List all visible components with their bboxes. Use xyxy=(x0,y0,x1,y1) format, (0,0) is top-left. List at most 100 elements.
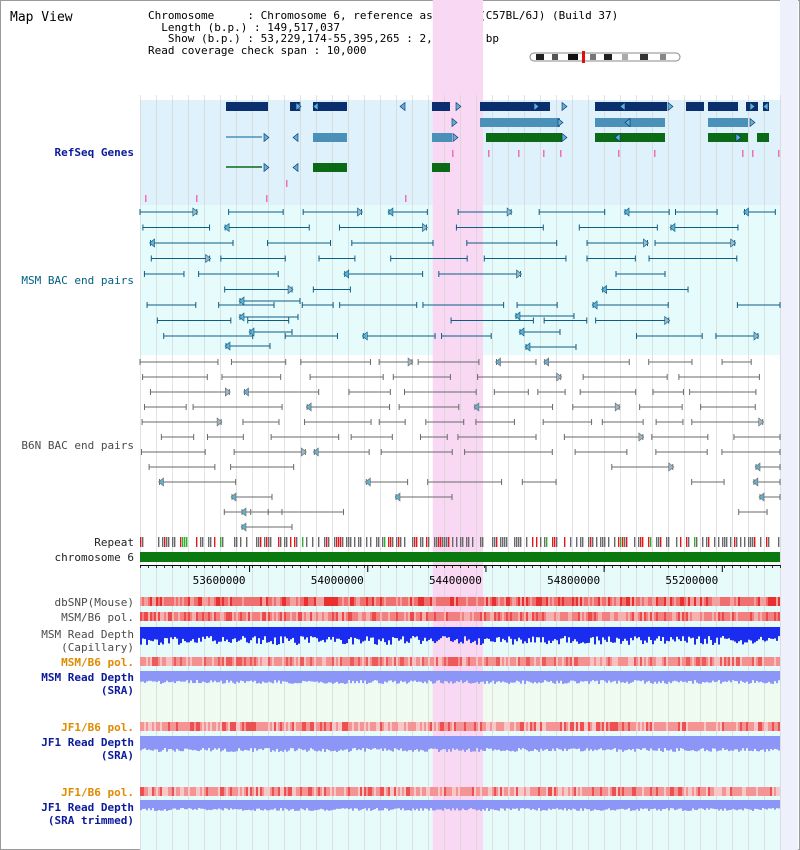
jf1-depth-sra-bar xyxy=(382,736,384,752)
jf1-depth-sra-bar xyxy=(524,736,526,750)
dbsnp-heat xyxy=(462,597,464,606)
jf1-b6-pol-heat xyxy=(180,722,182,731)
msm-b6-pol-heat xyxy=(644,612,646,621)
msm-depth-sra-bar xyxy=(370,671,372,683)
msm-b6-pol-sra-heat xyxy=(694,657,696,666)
jf1-b6-pol-trim-heat xyxy=(594,787,596,796)
repeat-mark xyxy=(306,537,308,547)
msm-b6-pol-sra-heat xyxy=(202,657,204,666)
jf1-b6-pol-heat xyxy=(262,722,264,731)
jf1-b6-pol-heat xyxy=(756,722,758,731)
msm-depth-sra-bar xyxy=(242,671,244,682)
refseq-tick xyxy=(266,195,268,202)
msm-depth-capillary-bar xyxy=(702,627,704,645)
msm-b6-pol-heat xyxy=(264,612,266,621)
dbsnp-heat xyxy=(758,597,760,606)
jf1-depth-sra-bar xyxy=(366,736,368,749)
dbsnp-heat xyxy=(716,597,718,606)
msm-b6-pol-heat xyxy=(622,612,624,621)
msm-depth-capillary-bar xyxy=(748,627,750,640)
dbsnp-heat xyxy=(614,597,616,606)
dbsnp-heat xyxy=(240,597,242,606)
msm-b6-pol-heat xyxy=(444,612,446,621)
msm-b6-pol-sra-heat xyxy=(610,657,612,666)
msm-b6-pol-sra-heat xyxy=(544,657,546,666)
jf1-b6-pol-trim-heat xyxy=(240,787,242,796)
jf1-b6-pol-trim-heat xyxy=(380,787,382,796)
jf1-b6-pol-trim-heat xyxy=(758,787,760,796)
msm-depth-capillary-bar xyxy=(182,627,184,639)
msm-b6-pol-sra-heat xyxy=(220,657,222,666)
msm-b6-pol-heat xyxy=(322,612,324,621)
jf1-depth-trimmed-bar xyxy=(392,800,394,810)
jf1-b6-pol-trim-heat xyxy=(662,787,664,796)
repeat-mark xyxy=(334,537,336,547)
msm-b6-pol-heat xyxy=(332,612,334,621)
dbsnp-heat xyxy=(268,597,270,606)
msm-b6-pol-sra-heat xyxy=(628,657,630,666)
jf1-b6-pol-heat xyxy=(682,722,684,731)
jf1-b6-pol-trim-heat xyxy=(700,787,702,796)
ideogram-band xyxy=(622,54,628,60)
dbsnp-heat xyxy=(548,597,550,606)
jf1-depth-sra-bar xyxy=(442,736,444,750)
jf1-depth-trimmed-bar xyxy=(168,800,170,811)
repeat-mark xyxy=(748,537,750,547)
jf1-depth-sra-bar xyxy=(624,736,626,751)
jf1-b6-pol-heat xyxy=(292,722,294,731)
msm-depth-capillary-bar xyxy=(434,627,436,644)
msm-depth-capillary-bar xyxy=(730,627,732,641)
gene-row-2-strand-arrow xyxy=(624,117,631,128)
jf1-b6-pol-heat xyxy=(276,722,278,731)
msm-b6-pol-heat xyxy=(490,612,492,621)
msm-depth-sra-bar xyxy=(584,671,586,682)
jf1-b6-pol-heat xyxy=(730,722,732,731)
jf1-depth-sra-bar xyxy=(370,736,372,750)
jf1-b6-pol-trim-heat xyxy=(140,787,142,796)
jf1-b6-pol-trim-heat xyxy=(436,787,438,796)
msm-b6-pol-heat xyxy=(688,612,690,621)
dbsnp-heat xyxy=(506,597,508,606)
msm-depth-sra-bar xyxy=(444,671,446,682)
jf1-b6-pol-heat xyxy=(168,722,170,731)
msm-depth-sra-bar xyxy=(690,671,692,682)
jf1-depth-trimmed-bar xyxy=(366,800,368,811)
jf1-b6-pol-trim-heat xyxy=(244,787,246,796)
jf1-depth-sra-bar xyxy=(510,736,512,752)
dbsnp-heat xyxy=(400,597,402,606)
repeat-mark xyxy=(336,537,338,547)
msm-depth-capillary-bar xyxy=(394,627,396,639)
msm-depth-sra-bar xyxy=(570,671,572,681)
jf1-depth-trimmed-bar xyxy=(698,800,700,809)
msm-b6-pol-sra-heat xyxy=(418,657,420,666)
jf1-depth-trimmed-bar xyxy=(440,800,442,810)
msm-depth-capillary-bar xyxy=(534,627,536,643)
msm-depth-sra-bar xyxy=(524,671,526,684)
msm-depth-capillary-bar xyxy=(296,627,298,645)
jf1-b6-pol-heat xyxy=(706,722,708,731)
jf1-b6-pol-trim-heat xyxy=(530,787,532,796)
msm-depth-sra-bar xyxy=(532,671,534,684)
msm-depth-sra-bar xyxy=(202,671,204,682)
msm-depth-sra-bar xyxy=(256,671,258,684)
gene-row-1-strand-arrow xyxy=(312,101,319,112)
msm-b6-pol-heat xyxy=(368,612,370,621)
repeat-mark xyxy=(342,537,344,547)
repeat-mark xyxy=(580,537,582,547)
msm-b6-pol-sra-heat xyxy=(344,657,346,666)
msm-depth-sra-bar xyxy=(448,671,450,684)
msm-depth-capillary-bar xyxy=(684,627,686,641)
jf1-depth-trimmed-bar xyxy=(728,800,730,811)
msm-depth-sra-bar xyxy=(636,671,638,681)
dbsnp-heat xyxy=(468,597,470,606)
dbsnp-heat xyxy=(586,597,588,606)
jf1-b6-pol-trim-heat xyxy=(562,787,564,796)
jf1-depth-trimmed-bar xyxy=(684,800,686,811)
dbsnp-heat xyxy=(686,597,688,606)
repeat-mark xyxy=(222,537,224,547)
msm-b6-pol-heat xyxy=(650,612,652,621)
jf1-depth-sra-bar xyxy=(668,736,670,751)
msm-b6-pol-sra-heat xyxy=(500,657,502,666)
jf1-depth-sra-bar xyxy=(436,736,438,750)
